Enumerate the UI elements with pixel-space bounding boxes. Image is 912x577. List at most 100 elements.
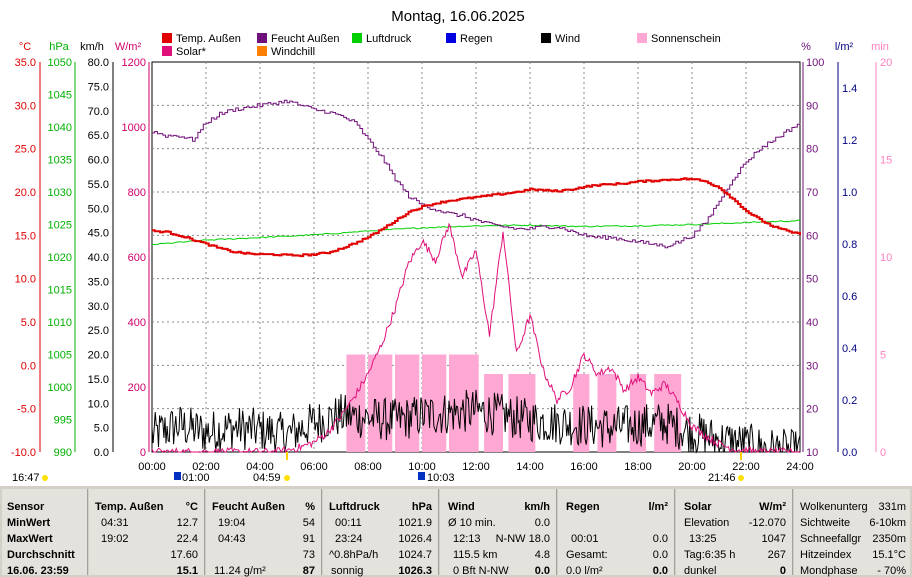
tick-label: 1045 [48,90,72,102]
tick-label: 995 [54,415,72,427]
x-tick-label: 14:00 [516,461,544,473]
temp-unit: °C [185,501,198,513]
rain-rate-value: 0.0 [652,533,668,545]
col-extra: Wolkenunterg 331m Sichtweite 6-10km Schn… [794,489,910,577]
press-min-time: 00:11 [335,517,362,529]
moonphase-label: Mondphase [800,565,858,577]
tick-label: 0.0 [842,447,857,459]
solar-daylength: Tag:6:35 h [684,549,736,561]
tick-label: 20.0 [88,350,109,362]
temp-max-time: 19:02 [101,533,129,545]
tick-label: 1015 [48,285,72,297]
tick-label: 40.0 [88,252,109,264]
wind-avg10-value: 0.0 [534,517,550,529]
tick-label: 30.0 [15,100,36,112]
tick-label: 1035 [48,155,72,167]
col-rain: Regen l/m² 00:01 0.0 Gesamt: 0.0 0.0 l/m… [558,489,675,577]
chart-legend: Temp. Außen Feucht Außen Luftdruck Regen Win… [162,33,721,58]
hum-min-value: 54 [302,517,315,529]
tick-label: 200 [128,382,146,394]
hum-unit: % [305,501,315,513]
tick-label: 80.0 [88,57,109,69]
tick-label: 5.0 [94,423,109,435]
tick-label: 15.0 [88,374,109,386]
tick-label: 1005 [48,350,72,362]
tick-label: 75.0 [88,81,109,93]
tick-label: 55.0 [88,179,109,191]
tick-label: 35.0 [15,57,36,69]
tick-label: 1.4 [842,83,857,95]
axis-unit: hPa [49,41,69,53]
col-pressure: Luftdruck hPa 00:11 1021.9 23:24 1026.4 … [323,489,439,577]
tick-label: 70 [806,187,818,199]
x-tick-label: 20:00 [678,461,706,473]
sensor-now-label: 16.06. 23:59 [7,565,69,577]
marker-sunset: 21:46 [708,472,736,484]
marker-2: 04:59 [253,472,281,484]
tick-label: 40 [806,317,818,329]
sensor-header: Sensor [7,501,45,513]
legend-label: Regen [460,33,492,45]
wind-header: Wind [448,501,475,513]
tick-label: 25.0 [15,144,36,156]
tick-label: 1030 [48,187,72,199]
sensor-max-label: MaxWert [7,533,53,545]
tick-label: 1.2 [842,135,857,147]
visibility-value: 6-10km [869,517,906,529]
legend-swatch [257,33,267,43]
solar-max-value: 1047 [761,533,786,545]
chart-title: Montag, 16.06.2025 [391,8,524,25]
axis-unit: W/m² [115,41,142,53]
legend-swatch [541,33,551,43]
snowline-value: 2350m [872,533,906,545]
solar-state: dunkel [684,565,717,577]
tick-label: 20 [880,57,892,69]
press-max-time: 23:24 [335,533,363,545]
temp-avg-value: 17.60 [170,549,198,561]
chart-axes: 35.0 30.0 25.0 20.0 15.0 10.0 5.0 0.0 -5.0 -10.0 1… [11,41,892,473]
cloudbase-label: Wolkenunterg [800,501,868,513]
hum-now-value: 87 [302,565,315,577]
axis-unit: °C [19,41,31,53]
tick-label: 0.0 [94,447,109,459]
tick-label: 10.0 [15,274,36,286]
tick-label: -10.0 [11,447,36,459]
hum-max-value: 91 [302,533,315,545]
solar-max-time: 13:25 [689,533,717,545]
press-now-value: 1026.3 [398,565,432,577]
tick-label: 1025 [48,220,72,232]
sunshine-bar [422,354,447,452]
legend-label: Sonnenschein [651,33,721,45]
tick-label: 50 [806,274,818,286]
tick-label: 35.0 [88,276,109,288]
temp-max-value: 22.4 [176,533,198,545]
tick-label: 15 [880,155,892,167]
legend-swatch [162,46,172,56]
col-solar: Solar W/m² Elevation -12.070 13:25 1047 … [676,489,793,577]
tick-label: 15.0 [15,230,36,242]
tick-label: 0 [140,447,146,459]
heatindex-value: 15.1°C [872,549,906,561]
hum-min-time: 19:04 [218,517,246,529]
temp-now-value: 15.1 [176,565,198,577]
marker-3: 10:03 [427,472,455,484]
moon-icon [418,472,425,480]
temp-header: Temp. Außen [95,501,164,513]
x-tick-label: 16:00 [570,461,598,473]
tick-label: 5.0 [21,317,36,329]
tick-label: 20.0 [15,187,36,199]
wind-now-value: 0.0 [534,565,550,577]
x-tick-label: 18:00 [624,461,652,473]
tick-label: 400 [128,317,146,329]
hum-abs-humidity: 11.24 g/m² [214,565,266,577]
tick-label: 25.0 [88,325,109,337]
tick-label: 10.0 [88,398,109,410]
legend-swatch [637,33,647,43]
visibility-label: Sichtweite [800,517,851,529]
sensor-min-label: MinWert [7,517,51,529]
tick-label: 1010 [48,317,72,329]
axis-unit: min [871,41,889,53]
tick-label: 1000 [122,122,146,134]
marker-1: 01:00 [182,472,210,484]
tick-label: 0.8 [842,239,857,251]
